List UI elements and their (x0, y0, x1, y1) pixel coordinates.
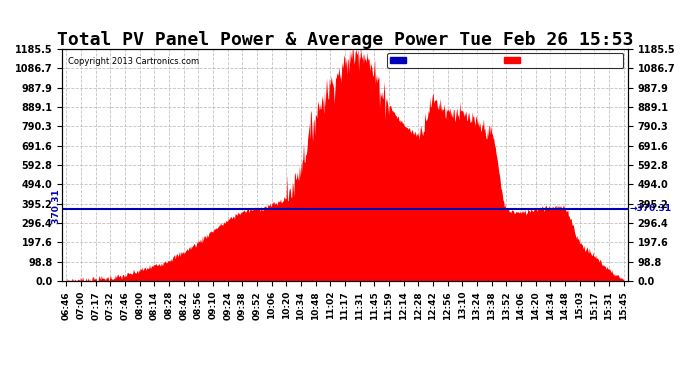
Title: Total PV Panel Power & Average Power Tue Feb 26 15:53: Total PV Panel Power & Average Power Tue… (57, 31, 633, 49)
Legend: Average  (DC Watts), PV Panels  (DC Watts): Average (DC Watts), PV Panels (DC Watts) (387, 53, 623, 68)
Text: →370.31: →370.31 (629, 204, 671, 213)
Text: 370.31: 370.31 (52, 190, 61, 228)
Text: Copyright 2013 Cartronics.com: Copyright 2013 Cartronics.com (68, 57, 199, 66)
